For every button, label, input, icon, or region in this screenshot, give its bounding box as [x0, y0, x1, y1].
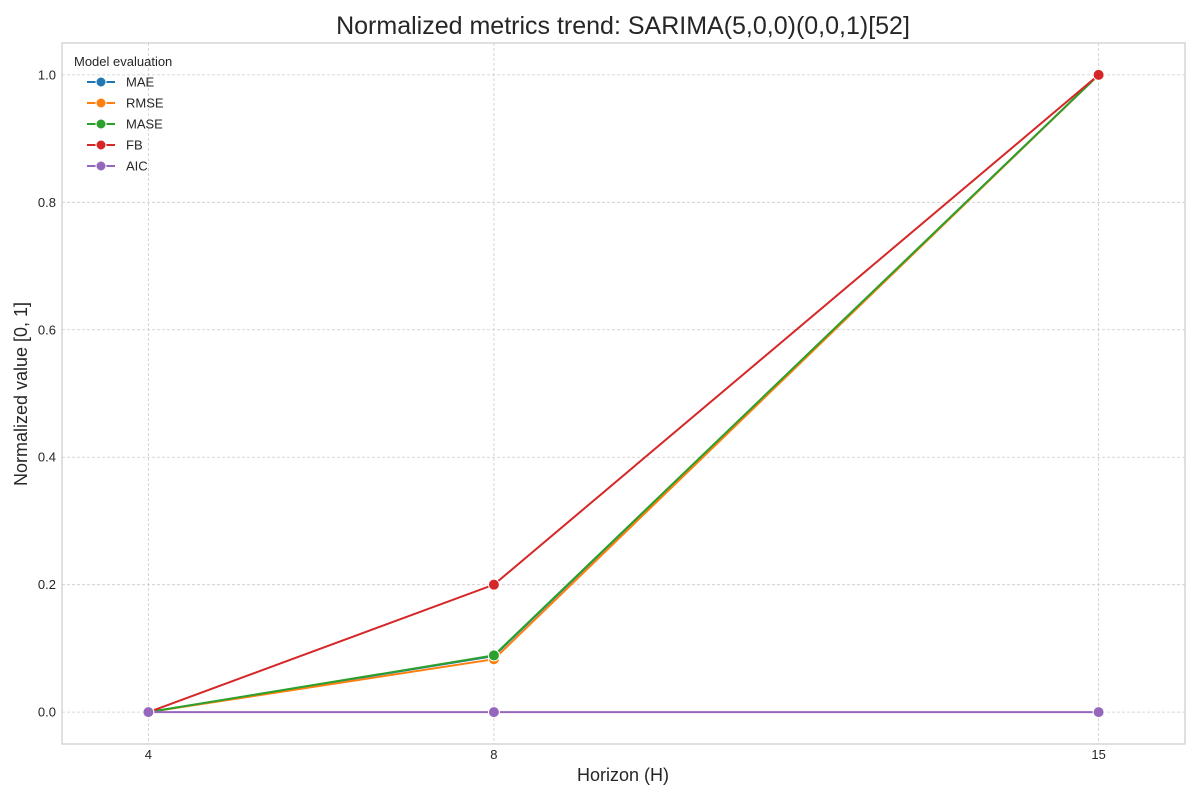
- series-line-mae: [148, 74, 1100, 714]
- series-group: [142, 68, 1105, 719]
- legend-marker-rmse: [95, 97, 107, 109]
- data-point-aic[interactable]: [1092, 706, 1105, 719]
- legend-item-aic[interactable]: AIC: [87, 159, 148, 174]
- x-tick-label: 4: [145, 747, 152, 762]
- legend-item-mase[interactable]: MASE: [87, 117, 163, 132]
- data-point-mase[interactable]: [487, 649, 500, 662]
- series-line-rmse: [148, 74, 1100, 714]
- legend-label-fb: FB: [126, 138, 143, 153]
- legend-label-mase: MASE: [126, 117, 163, 132]
- x-tick-label: 15: [1091, 747, 1105, 762]
- legend-marker-fb: [95, 139, 107, 151]
- legend-title: Model evaluation: [74, 54, 172, 69]
- plot-frame: [61, 42, 1186, 745]
- data-point-aic[interactable]: [142, 706, 155, 719]
- y-tick-label: 0.2: [38, 577, 56, 592]
- y-axis-label: Normalized value [0, 1]: [11, 302, 31, 486]
- legend-items: MAE RMSE MASE FB AIC: [87, 75, 164, 174]
- legend-marker-mase: [95, 118, 107, 130]
- data-point-aic[interactable]: [487, 706, 500, 719]
- y-tick-label: 0.0: [38, 705, 56, 720]
- legend-item-rmse[interactable]: RMSE: [87, 96, 164, 111]
- y-tick-label: 0.8: [38, 195, 56, 210]
- legend-label-mae: MAE: [126, 75, 155, 90]
- data-point-fb[interactable]: [1092, 68, 1105, 81]
- x-axis-ticks: 4 8 15: [145, 747, 1106, 762]
- series-mae: [142, 68, 1105, 719]
- grid: [62, 43, 1185, 744]
- chart-title: Normalized metrics trend: SARIMA(5,0,0)(…: [336, 12, 910, 40]
- data-point-fb[interactable]: [487, 578, 500, 591]
- series-mase: [142, 68, 1105, 719]
- legend-item-mae[interactable]: MAE: [87, 75, 155, 90]
- y-axis-ticks: 0.0 0.2 0.4 0.6 0.8 1.0: [38, 67, 56, 719]
- legend-label-aic: AIC: [126, 159, 148, 174]
- y-tick-label: 0.6: [38, 322, 56, 337]
- series-aic: [142, 706, 1105, 719]
- series-fb: [142, 68, 1105, 719]
- series-line-fb: [148, 74, 1100, 714]
- series-line-mase: [148, 74, 1100, 714]
- y-tick-label: 0.4: [38, 450, 56, 465]
- series-rmse: [142, 68, 1105, 719]
- x-tick-label: 8: [490, 747, 497, 762]
- y-tick-label: 1.0: [38, 67, 56, 82]
- x-axis-label: Horizon (H): [577, 765, 669, 785]
- legend[interactable]: Model evaluation MAE RMSE MASE FB AIC: [74, 54, 172, 174]
- legend-label-rmse: RMSE: [126, 96, 164, 111]
- legend-marker-mae: [95, 76, 107, 88]
- legend-marker-aic: [95, 160, 107, 172]
- legend-item-fb[interactable]: FB: [87, 138, 143, 153]
